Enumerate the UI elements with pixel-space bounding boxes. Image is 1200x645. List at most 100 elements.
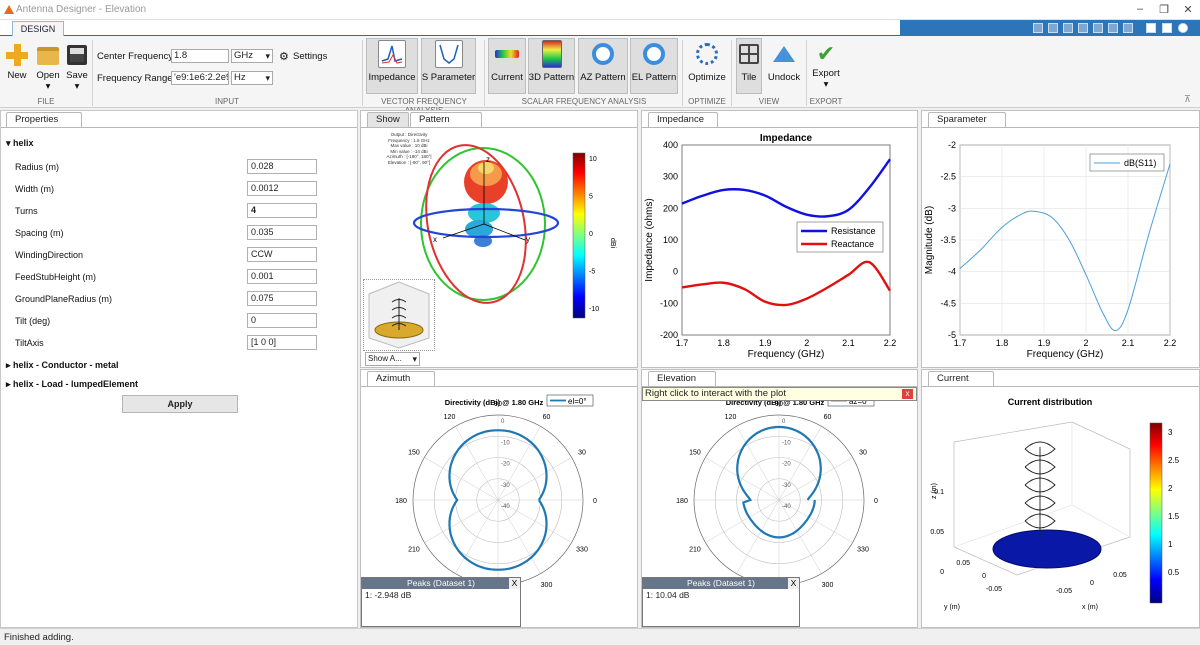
legend-entry: Resistance	[831, 226, 876, 236]
close-tooltip-icon[interactable]: x	[902, 389, 913, 399]
polar-pattern-trace[interactable]	[448, 429, 548, 571]
property-value-input[interactable]: 0.075	[247, 291, 317, 306]
center-frequency-unit-dropdown[interactable]: GHz	[231, 49, 273, 63]
tab-properties[interactable]: Properties	[6, 112, 82, 127]
show-all-dropdown[interactable]: Show A...	[365, 352, 420, 366]
undock-button[interactable]: Undock	[765, 40, 803, 83]
property-value-input[interactable]: 0.028	[247, 159, 317, 174]
antenna-preview[interactable]	[363, 279, 435, 351]
series-line-resistance[interactable]	[681, 158, 891, 218]
new-button[interactable]: New	[4, 40, 30, 81]
apply-button[interactable]: Apply	[122, 395, 238, 413]
polar-ring-label: -10	[501, 440, 510, 446]
y-tick-label: 400	[663, 140, 678, 150]
qa-undock-icon[interactable]	[1146, 23, 1156, 33]
chart-legend[interactable]	[1089, 153, 1165, 172]
property-value-input[interactable]: 0.001	[247, 269, 317, 284]
current-label: Current	[491, 72, 523, 83]
impedance-button[interactable]: Impedance	[366, 40, 418, 83]
property-label: FeedStubHeight (m)	[15, 272, 97, 282]
load-section-header[interactable]: ▸ helix - Load - lumpedElement	[6, 379, 139, 389]
tab-current[interactable]: Current	[928, 371, 994, 386]
collapse-ribbon-icon[interactable]: ⊼	[1184, 94, 1191, 105]
tab-sparameter[interactable]: Sparameter	[928, 112, 1006, 127]
status-text: Finished adding.	[4, 632, 74, 643]
qa-copy-icon[interactable]	[1063, 23, 1073, 33]
x-tick-label: 1.9	[1038, 338, 1051, 348]
minimize-icon[interactable]: –	[1136, 3, 1144, 15]
current-button[interactable]: Current	[488, 40, 526, 83]
save-dropdown-icon[interactable]: ▾	[74, 81, 80, 92]
colorbar-unit-label: dBi	[609, 238, 616, 249]
property-value-input[interactable]: 0.0012	[247, 181, 317, 196]
elevation-polar-chart[interactable]: Directivity (dBi) @ 1.80 GHz az=0° 0 30 60 90…	[642, 387, 917, 629]
export-dropdown-icon[interactable]: ▾	[823, 79, 829, 90]
sparameter-panel: Sparameter 1.7 1.8 1.9 2 2.1 2.2 -2 -2.5 -3 -3.5 -…	[921, 110, 1200, 368]
helix-section-header[interactable]: ▾ helix	[6, 138, 34, 148]
elevation-panel: Elevation Directivity (dBi) @ 1.80 GHz az…	[641, 369, 918, 628]
qa-switch-icon[interactable]	[1123, 23, 1133, 33]
optimize-button[interactable]: Optimize	[686, 40, 728, 83]
series-line-reactance[interactable]	[681, 260, 891, 307]
tab-elevation[interactable]: Elevation	[648, 371, 716, 386]
property-value-input[interactable]: CCW	[247, 247, 317, 262]
export-button[interactable]: ✔ Export ▾	[809, 40, 843, 90]
current-colorbar	[1149, 422, 1163, 604]
property-value-input[interactable]: 0	[247, 313, 317, 328]
conductor-section-header[interactable]: ▸ helix - Conductor - metal	[6, 360, 119, 370]
gear-icon[interactable]: ⚙	[279, 51, 289, 63]
center-frequency-input[interactable]: 1.8	[171, 49, 229, 63]
colorbar-tick: 2	[1168, 484, 1173, 493]
tab-design[interactable]: DESIGN	[12, 21, 64, 37]
open-dropdown-icon[interactable]: ▾	[45, 81, 51, 92]
polar-pattern-trace[interactable]	[736, 425, 822, 539]
maximize-icon[interactable]: ❐	[1159, 4, 1169, 16]
help-icon[interactable]	[1178, 23, 1188, 33]
qa-paste-icon[interactable]	[1078, 23, 1088, 33]
save-button[interactable]: Save ▾	[64, 40, 90, 92]
qa-redo-icon[interactable]	[1108, 23, 1118, 33]
plot-tooltip-text: Right click to interact with the plot	[645, 388, 786, 399]
separator	[362, 40, 363, 106]
azimuth-peaks-table: Peaks (Dataset 1) X 1: -2.948 dB	[361, 577, 521, 627]
window-title: Antenna Designer - Elevation	[16, 4, 147, 15]
open-button[interactable]: Open ▾	[34, 40, 62, 92]
series-line-db-s11-[interactable]	[959, 163, 1171, 332]
pattern-info-line: Min value : -14 dBi	[390, 148, 428, 154]
sparameter-plot-icon	[434, 40, 463, 68]
axis-y-label: y	[526, 235, 530, 244]
property-value-input[interactable]: 4	[247, 203, 317, 218]
property-value-input[interactable]: 0.035	[247, 225, 317, 240]
chart-legend[interactable]	[796, 221, 884, 253]
qa-save-icon[interactable]	[1033, 23, 1043, 33]
close-peaks-icon[interactable]: X	[509, 578, 520, 589]
el-pattern-button[interactable]: EL Pattern	[630, 40, 678, 83]
sparameter-button[interactable]: S Parameter	[421, 40, 476, 83]
y-tick-label: -200	[660, 330, 678, 340]
close-peaks-icon[interactable]: X	[788, 578, 799, 589]
impedance-chart[interactable]: 1.7 1.8 1.9 2 2.1 2.2 400 300 200 100 0 -100 -200 Fre…	[642, 128, 917, 368]
settings-button[interactable]: Settings	[293, 51, 328, 62]
qa-undo-icon[interactable]	[1093, 23, 1103, 33]
property-value-input[interactable]: [1 0 0]	[247, 335, 317, 350]
title-bar: Antenna Designer - Elevation – ❐ ✕	[0, 0, 1200, 20]
3d-pattern-button[interactable]: 3D Pattern	[528, 40, 575, 83]
x-tick-label: 0	[1090, 580, 1094, 587]
frequency-range-unit-dropdown[interactable]: Hz	[231, 71, 273, 85]
current-distribution-chart[interactable]: Current distribution z (m) x (m) y (m) 0…	[922, 387, 1199, 629]
pattern-3d-plot[interactable]: z x y 10 5 0 -5 -10 dBi	[361, 128, 637, 368]
y-tick-label: -100	[660, 298, 678, 308]
az-pattern-button[interactable]: AZ Pattern	[578, 40, 628, 83]
tile-button[interactable]: Tile	[736, 40, 762, 83]
tab-pattern[interactable]: Pattern	[410, 112, 482, 127]
close-icon[interactable]: ✕	[1183, 4, 1193, 16]
qa-cut-icon[interactable]	[1048, 23, 1058, 33]
sparameter-chart[interactable]: 1.7 1.8 1.9 2 2.1 2.2 -2 -2.5 -3 -3.5 -4 -4.5 -5 Freq…	[922, 128, 1199, 368]
tab-show[interactable]: Show	[367, 112, 409, 127]
tab-azimuth[interactable]: Azimuth	[367, 371, 435, 386]
property-label: WindingDirection	[15, 250, 84, 260]
tab-impedance[interactable]: Impedance	[648, 112, 718, 127]
frequency-range-input[interactable]: 'e9:1e6:2.2e9	[171, 71, 229, 85]
qa-layout-icon[interactable]	[1162, 23, 1172, 33]
polar-legend[interactable]	[546, 394, 594, 407]
